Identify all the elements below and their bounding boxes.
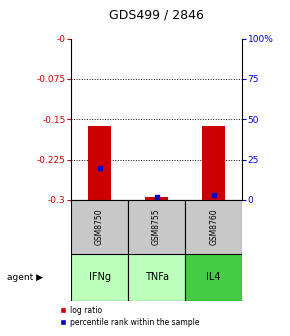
Text: GSM8760: GSM8760 [209,208,218,245]
Bar [128,200,185,254]
Bar [202,126,225,200]
Bar [88,126,111,200]
Text: TNFa: TNFa [145,272,168,282]
Bar [185,200,242,254]
Text: IL4: IL4 [206,272,221,282]
Bar [71,200,128,254]
Text: agent ▶: agent ▶ [7,273,43,282]
Text: GSM8750: GSM8750 [95,208,104,245]
Text: GSM8755: GSM8755 [152,208,161,245]
Text: IFNg: IFNg [88,272,110,282]
Bar [145,197,168,200]
Text: GDS499 / 2846: GDS499 / 2846 [109,9,204,22]
Bar [185,254,242,301]
Bar [71,254,128,301]
Legend: log ratio, percentile rank within the sample: log ratio, percentile rank within the sa… [60,306,200,327]
Bar [128,254,185,301]
